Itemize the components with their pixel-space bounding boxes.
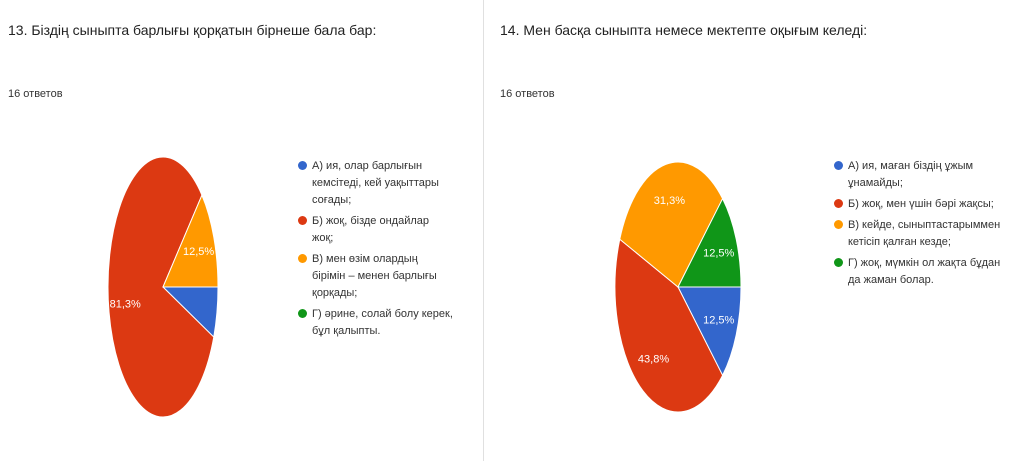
legend-item: В) мен өзім олардың бірімін – менен барл… xyxy=(298,251,453,302)
slice-label: 12,5% xyxy=(703,314,734,326)
legend-item: А) ия, маған біздің ұжым ұнамайды; xyxy=(834,158,1004,192)
legend-item: Б) жоқ, бізде ондайлар жоқ; xyxy=(298,213,453,247)
slice-label: 12,5% xyxy=(183,246,214,258)
legend-dot xyxy=(298,254,307,263)
legend-dot xyxy=(834,161,843,170)
legend-dot xyxy=(834,258,843,267)
pie-slice xyxy=(162,193,219,288)
legend-item: В) кейде, сыныптастарыммен кетісіп қалға… xyxy=(834,217,1004,251)
legend-dot xyxy=(298,161,307,170)
legend-label: Г) әрине, солай болу керек, бұл қалыпты. xyxy=(312,308,453,337)
legend-item: Б) жоқ, мен үшін бәрі жақсы; xyxy=(834,196,1004,213)
legend-dot xyxy=(834,199,843,208)
pie-slice xyxy=(107,156,215,418)
chart-title: 14. Мен басқа сыныпта немесе мектепте оқ… xyxy=(500,22,868,38)
legend-label: Г) жоқ, мүмкін ол жақта бұдан да жаман б… xyxy=(848,257,1001,286)
response-count: 16 ответов xyxy=(8,88,63,100)
divider xyxy=(483,0,484,461)
legend-dot xyxy=(298,309,307,318)
legend-label: В) мен өзім олардың бірімін – менен барл… xyxy=(312,253,437,299)
chart-title: 13. Біздің сыныпта барлығы қорқатын бірн… xyxy=(8,22,377,38)
legend: А) ия, олар барлығын кемсітеді, кей уақы… xyxy=(298,158,453,344)
legend-dot xyxy=(834,220,843,229)
legend-item: Г) жоқ, мүмкін ол жақта бұдан да жаман б… xyxy=(834,255,1004,289)
slice-label: 31,3% xyxy=(654,195,685,207)
legend-dot xyxy=(298,216,307,225)
pie-slice xyxy=(614,238,724,413)
response-count: 16 ответов xyxy=(500,88,555,100)
legend-item: А) ия, олар барлығын кемсітеді, кей уақы… xyxy=(298,158,453,209)
legend: А) ия, маған біздің ұжым ұнамайды; Б) жоқ… xyxy=(834,158,1004,293)
legend-label: А) ия, маған біздің ұжым ұнамайды; xyxy=(848,160,974,189)
pie: 81,3% 12,5% xyxy=(107,156,219,418)
legend-item: Г) әрине, солай болу керек, бұл қалыпты. xyxy=(298,306,453,340)
legend-label: Б) жоқ, мен үшін бәрі жақсы; xyxy=(848,198,994,210)
slice-label: 81,3% xyxy=(110,299,141,311)
pie-slice xyxy=(619,161,724,288)
pie-slice xyxy=(677,286,742,377)
slice-label: 43,8% xyxy=(638,354,669,366)
slice-label: 12,5% xyxy=(703,247,734,259)
chart-panel: 14. Мен басқа сыныпта немесе мектепте оқ… xyxy=(484,0,1027,461)
legend-label: А) ия, олар барлығын кемсітеді, кей уақы… xyxy=(312,160,439,206)
legend-label: Б) жоқ, бізде ондайлар жоқ; xyxy=(312,215,430,244)
chart-panel: 13. Біздің сыныпта барлығы қорқатын бірн… xyxy=(0,0,483,461)
pie: 12,5% 43,8% 31,3% 12,5% xyxy=(614,161,742,413)
legend-label: В) кейде, сыныптастарыммен кетісіп қалға… xyxy=(848,219,1001,248)
pie-slice xyxy=(677,197,742,288)
